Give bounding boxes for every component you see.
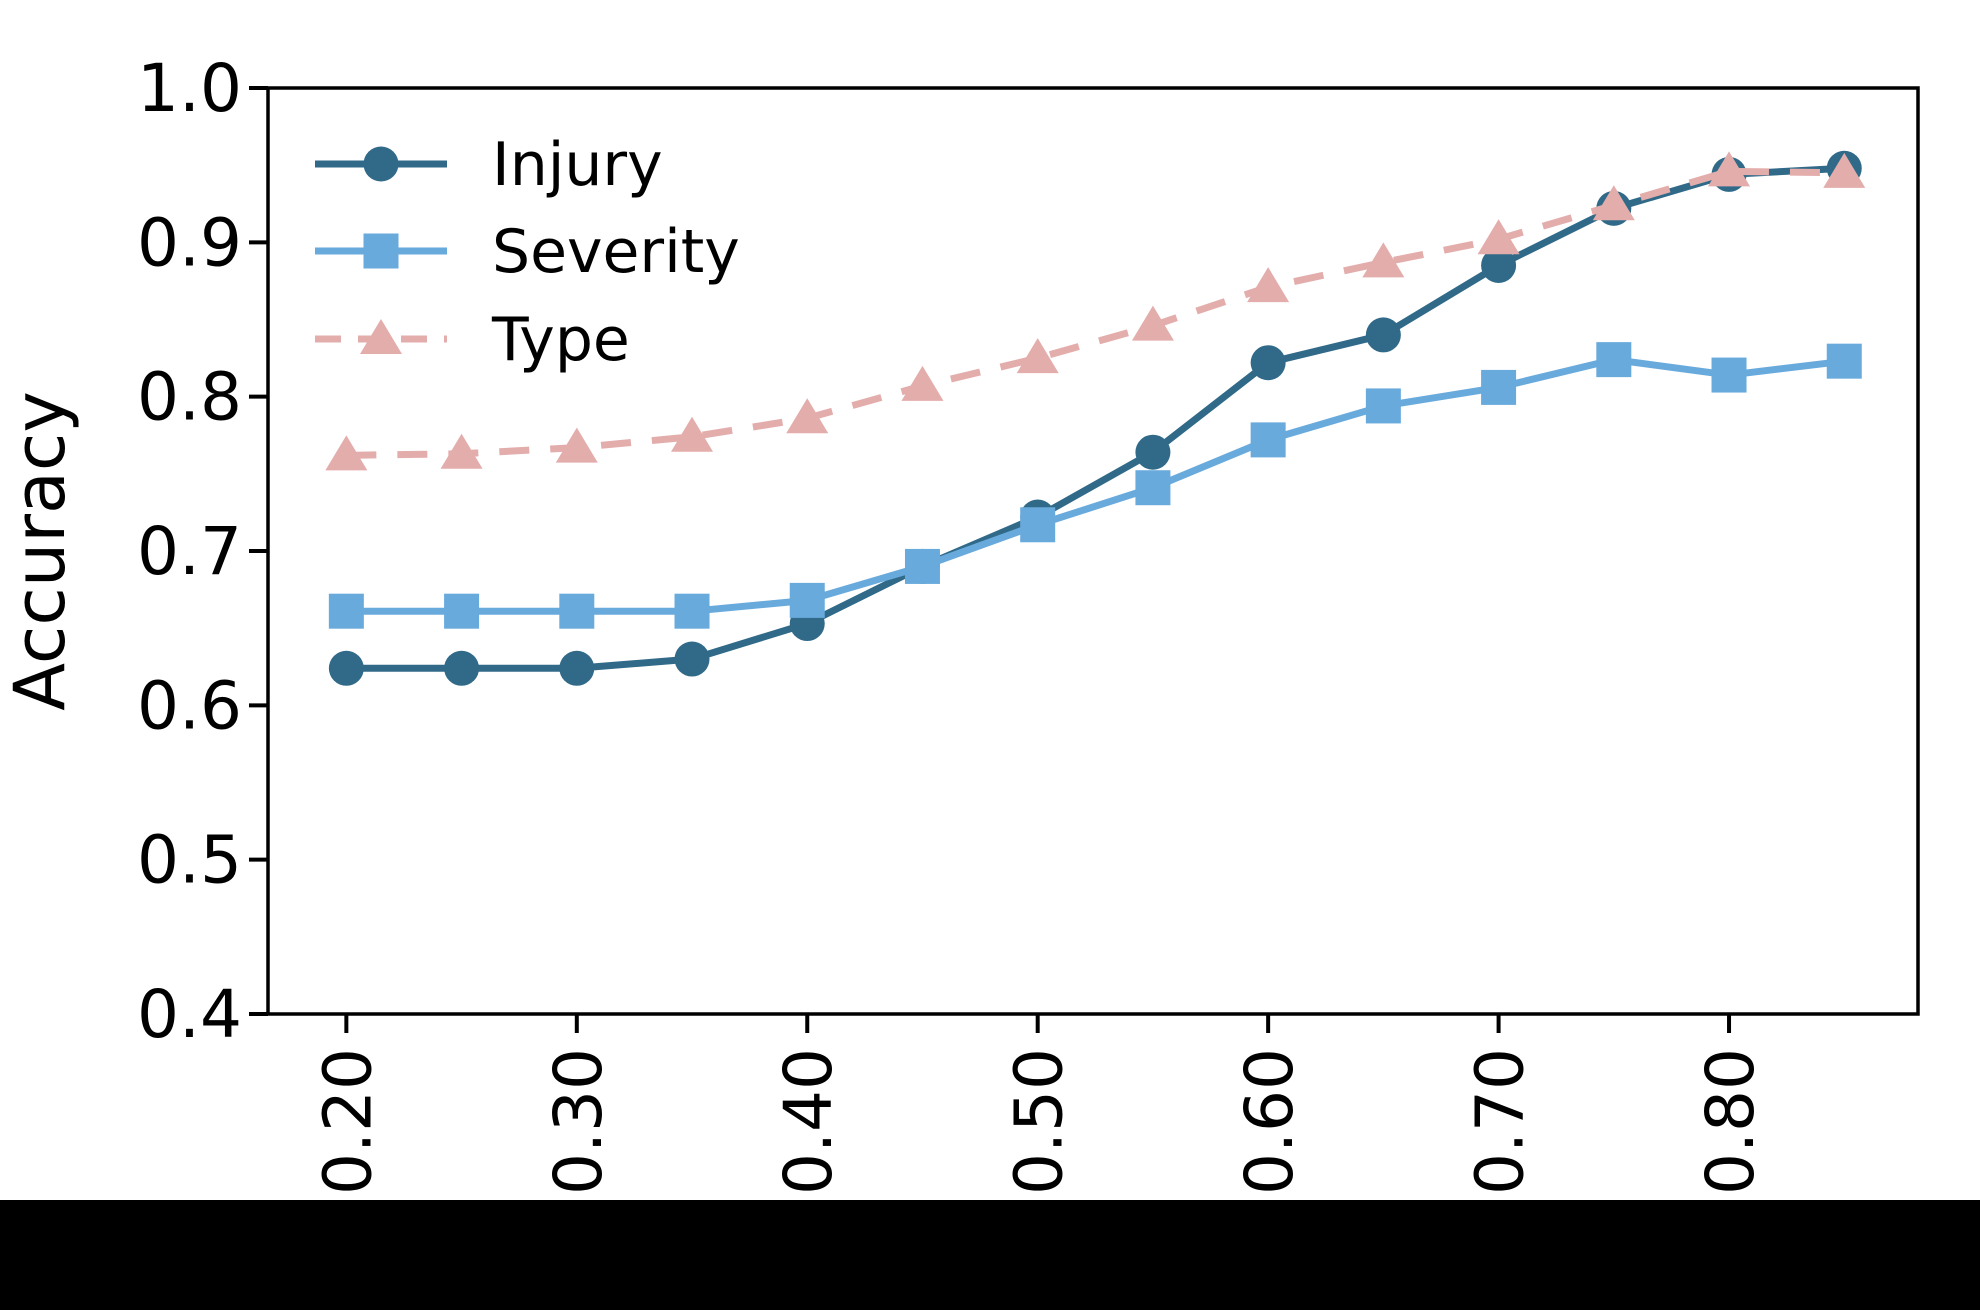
marker-severity bbox=[1826, 343, 1862, 379]
y-tick-label: 0.9 bbox=[137, 204, 242, 281]
legend-marker-injury bbox=[363, 146, 399, 182]
y-tick-label: 0.5 bbox=[137, 822, 242, 899]
marker-injury bbox=[1135, 434, 1171, 470]
marker-injury bbox=[1481, 247, 1517, 283]
legend-label-injury: Injury bbox=[492, 130, 663, 200]
marker-injury bbox=[328, 650, 364, 686]
marker-severity bbox=[1135, 470, 1171, 506]
x-tick-label: 0.30 bbox=[540, 1048, 617, 1195]
marker-severity bbox=[444, 593, 480, 629]
y-tick-label: 0.4 bbox=[137, 976, 242, 1053]
marker-severity bbox=[1481, 369, 1517, 405]
x-tick-label: 0.80 bbox=[1692, 1048, 1769, 1195]
marker-type bbox=[555, 427, 598, 463]
legend-label-severity: Severity bbox=[492, 217, 740, 287]
series-line-severity bbox=[346, 356, 1845, 615]
marker-type bbox=[1131, 305, 1174, 341]
marker-type bbox=[901, 365, 944, 401]
y-tick-label: 0.8 bbox=[137, 359, 242, 436]
marker-type bbox=[786, 398, 829, 434]
marker-severity bbox=[559, 593, 595, 629]
x-tick-label: 0.20 bbox=[309, 1048, 386, 1195]
marker-type bbox=[1708, 151, 1751, 187]
marker-type bbox=[1477, 219, 1520, 255]
x-tick-label: 0.40 bbox=[770, 1048, 847, 1195]
marker-injury bbox=[674, 641, 710, 677]
marker-severity bbox=[1596, 342, 1632, 378]
marker-type bbox=[1247, 267, 1290, 303]
y-tick-label: 1.0 bbox=[137, 50, 242, 127]
y-axis-label: Accuracy bbox=[0, 391, 81, 711]
marker-type bbox=[671, 416, 714, 452]
y-tick-label: 0.6 bbox=[137, 667, 242, 744]
x-tick-label: 0.50 bbox=[1001, 1048, 1078, 1195]
legend-marker-severity bbox=[363, 233, 399, 269]
marker-type bbox=[1016, 338, 1059, 374]
marker-severity bbox=[1020, 507, 1056, 543]
marker-injury bbox=[444, 650, 480, 686]
marker-severity bbox=[1250, 422, 1286, 458]
marker-type bbox=[440, 433, 483, 469]
marker-severity bbox=[789, 582, 825, 618]
marker-injury bbox=[1250, 345, 1286, 381]
y-tick-label: 0.7 bbox=[137, 513, 242, 590]
marker-severity bbox=[904, 548, 940, 584]
marker-injury bbox=[559, 650, 595, 686]
marker-type bbox=[1592, 185, 1635, 221]
series-line-type bbox=[346, 167, 1845, 459]
marker-type bbox=[1823, 152, 1866, 188]
marker-injury bbox=[1365, 317, 1401, 353]
x-tick-label: 0.60 bbox=[1231, 1048, 1308, 1195]
legend-label-type: Type bbox=[491, 305, 630, 375]
marker-type bbox=[1362, 242, 1405, 278]
marker-severity bbox=[328, 593, 364, 629]
bottom-black-bar bbox=[0, 1200, 1980, 1310]
legend-marker-type bbox=[360, 319, 402, 354]
x-tick-label: 0.70 bbox=[1462, 1048, 1539, 1195]
marker-severity bbox=[1711, 357, 1747, 393]
marker-severity bbox=[1365, 388, 1401, 424]
marker-type bbox=[325, 435, 368, 471]
marker-severity bbox=[674, 593, 710, 629]
